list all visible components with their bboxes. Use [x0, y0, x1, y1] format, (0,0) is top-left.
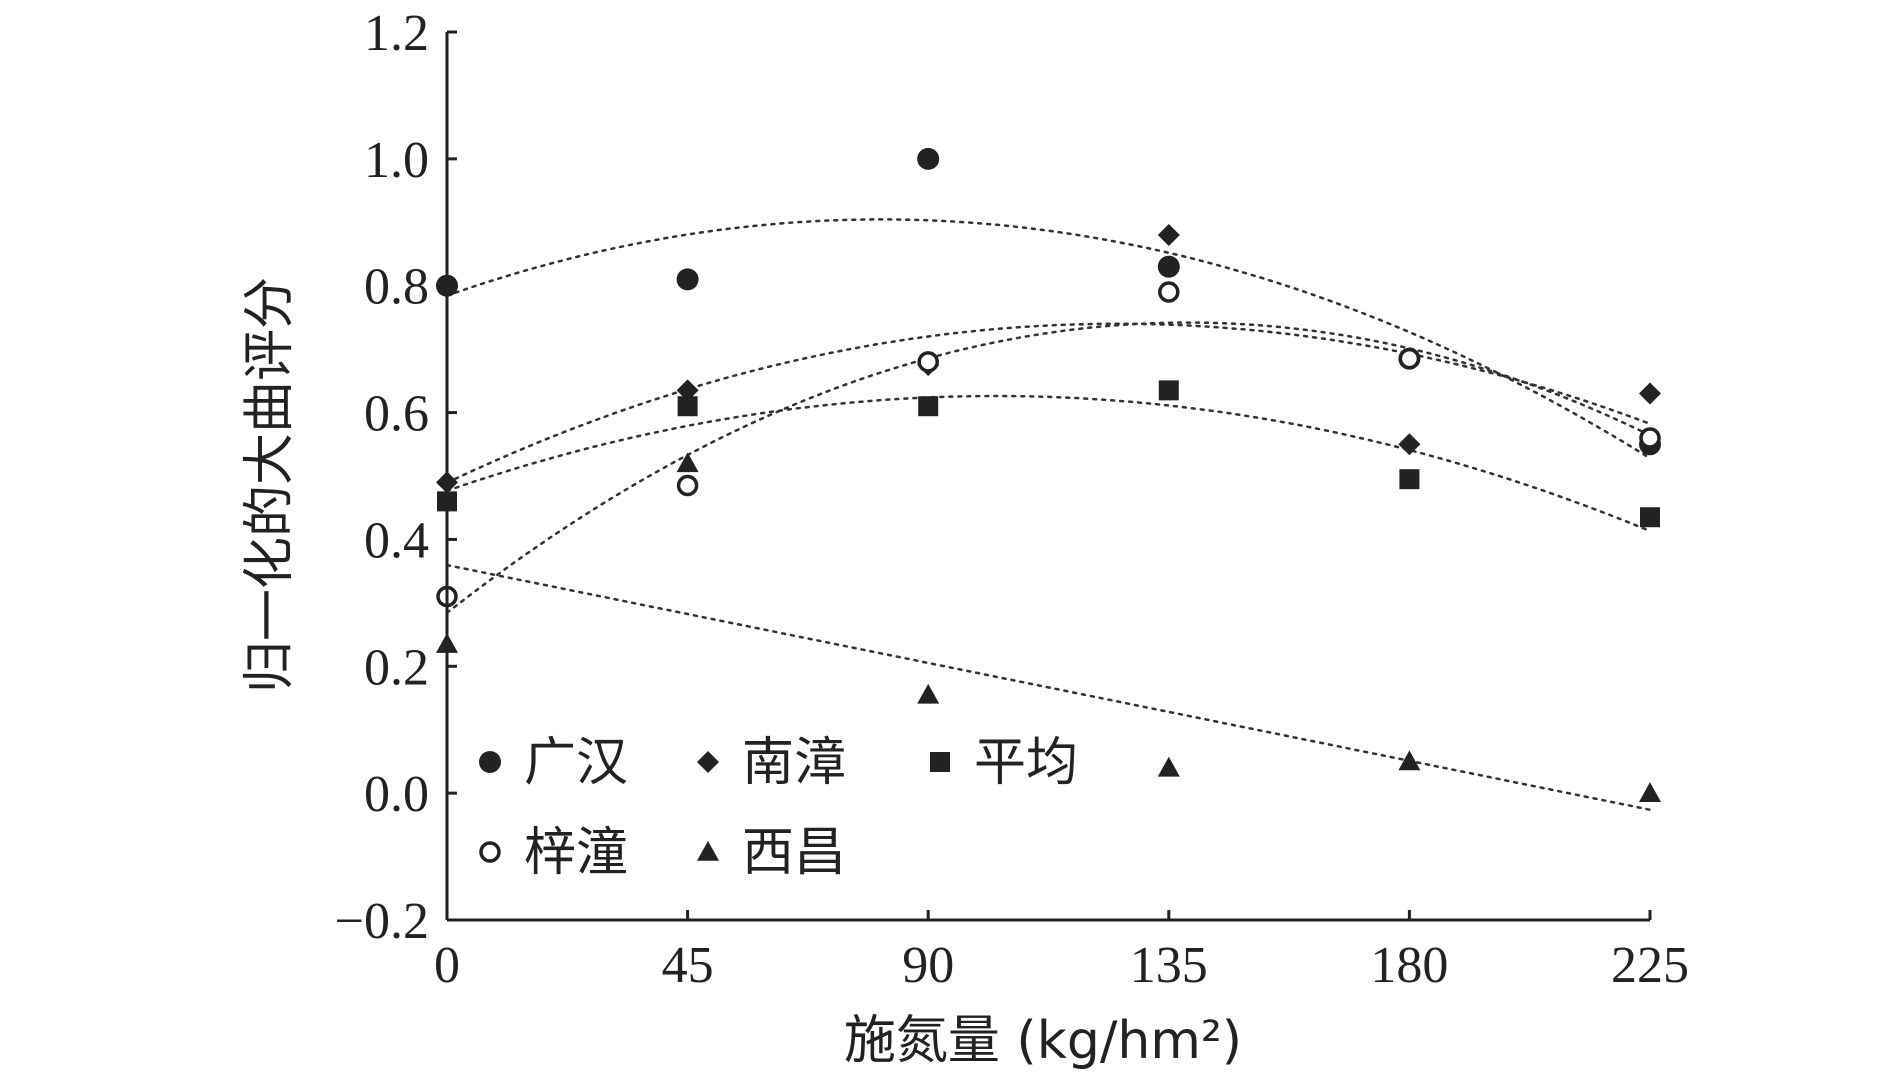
legend-label: 西昌	[742, 823, 846, 883]
x-tick-label: 225	[1611, 937, 1689, 994]
x-tick-label: 135	[1130, 937, 1208, 994]
legend-label: 南漳	[742, 733, 846, 793]
legend-marker	[479, 841, 501, 863]
trend-line	[445, 322, 1652, 484]
y-tick-label: 0.2	[364, 639, 429, 696]
x-tick-label: 90	[902, 937, 954, 994]
data-point	[677, 396, 698, 417]
legend-marker	[697, 841, 719, 861]
trend-line	[445, 321, 1652, 615]
legend-label: 广汉	[524, 733, 628, 793]
data-point	[1157, 223, 1180, 246]
y-tick-label: 0.4	[364, 512, 429, 569]
data-point	[917, 147, 940, 170]
x-axis-title: 施氮量 (kg/hm²)	[844, 1011, 1242, 1071]
legend-marker	[479, 751, 501, 773]
data-point	[1639, 427, 1661, 449]
y-tick-label: 1.2	[364, 5, 429, 62]
data-point	[1640, 507, 1660, 528]
legend-label: 梓潼	[524, 823, 628, 883]
data-point	[1398, 433, 1421, 456]
data-point	[676, 268, 699, 291]
data-point	[1639, 782, 1661, 802]
axes: −0.2 0.0 0.2 0.4 0.6 0.8 1.0 1.2 0 45 90 135 180 225	[335, 5, 1689, 994]
data-point	[1157, 756, 1180, 777]
data-point	[1398, 750, 1421, 771]
trend-line	[445, 394, 1652, 533]
data-point	[676, 379, 699, 402]
trend-line	[445, 218, 1652, 460]
data-point	[676, 474, 699, 497]
y-tick-label: 1.0	[364, 132, 429, 189]
y-tick-label: −0.2	[335, 893, 429, 950]
data-point	[917, 351, 939, 373]
legend-label: 平均	[974, 733, 1078, 793]
y-tick-label: 0.0	[364, 766, 429, 823]
data-point	[917, 683, 940, 704]
y-tick-label: 0.8	[364, 259, 429, 316]
legend-marker	[697, 751, 719, 773]
trend-lines	[445, 218, 1652, 812]
data-point	[676, 452, 699, 473]
legend-marker	[930, 752, 950, 772]
x-tick-label: 0	[434, 937, 460, 994]
trend-line	[445, 563, 1652, 812]
data-point	[1639, 382, 1661, 405]
y-axis-title: 归一化的大曲评分	[240, 277, 300, 693]
data-markers	[436, 147, 1661, 802]
y-tick-label: 0.6	[364, 386, 429, 443]
x-tick-label: 45	[662, 937, 714, 994]
data-point	[1157, 255, 1180, 278]
data-point	[1398, 347, 1421, 370]
data-point	[1399, 469, 1420, 490]
data-point	[918, 396, 939, 417]
x-tick-label: 180	[1370, 937, 1448, 994]
data-point	[1158, 281, 1180, 303]
data-point	[1158, 380, 1179, 401]
